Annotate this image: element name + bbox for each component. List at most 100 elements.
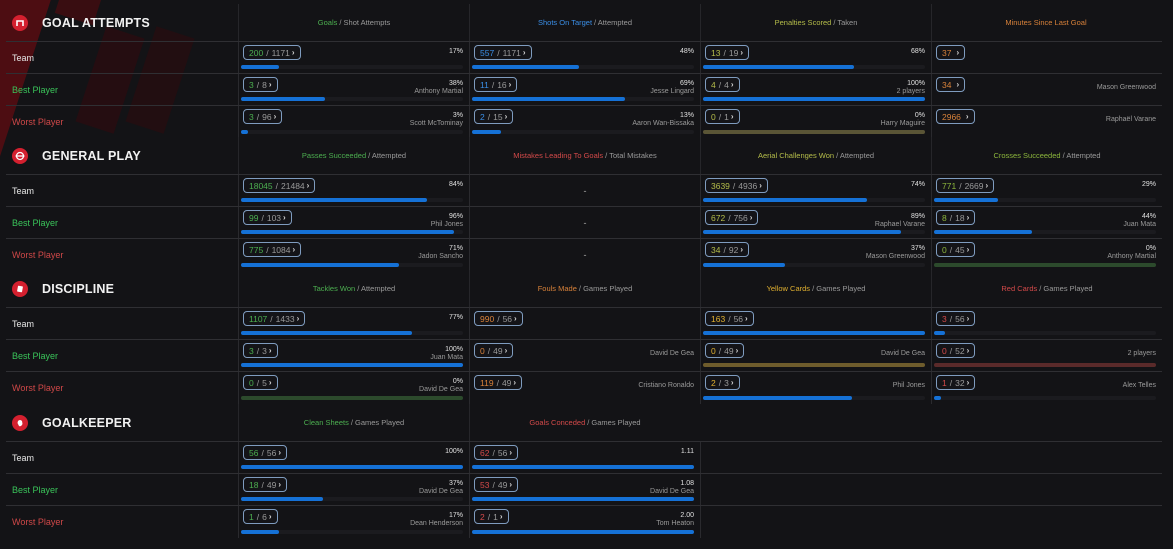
stat-percentage: 74% bbox=[910, 181, 925, 188]
stat-value-button[interactable]: 4/4 › bbox=[705, 77, 740, 92]
stat-value-button[interactable]: 3/56 › bbox=[936, 311, 976, 326]
stat-percentage: 68% bbox=[910, 48, 925, 55]
progress-fill bbox=[472, 97, 626, 101]
chevron-right-icon: › bbox=[509, 448, 512, 457]
progress-fill bbox=[934, 198, 999, 202]
stat-numerator: 3 bbox=[249, 111, 254, 122]
stat-value-button[interactable]: 56/56 › bbox=[243, 445, 287, 460]
stat-value-button[interactable]: 119/49 › bbox=[474, 375, 523, 390]
stat-value-button[interactable]: 1/32 › bbox=[936, 375, 976, 390]
stat-row-best: Best Player 3/8 › 38% Anthony Martial 11/16 › 6… bbox=[6, 74, 1162, 106]
player-name: Aaron Wan-Bissaka bbox=[632, 120, 694, 127]
stat-value-button[interactable]: 557/1171 › bbox=[474, 45, 532, 60]
stat-value-button[interactable]: 34 › bbox=[936, 77, 966, 92]
stat-separator: / bbox=[261, 447, 264, 458]
player-name: Alex Telles bbox=[1122, 382, 1156, 389]
stat-value-button[interactable]: 3/96 › bbox=[243, 109, 283, 124]
stat-value-button[interactable]: 672/756 › bbox=[705, 210, 759, 225]
stat-value-button[interactable]: 163/56 › bbox=[705, 311, 754, 326]
progress-fill bbox=[241, 331, 412, 335]
stat-cell: 53/49 › 1.08 David De Gea bbox=[469, 474, 700, 505]
section-title: DISCIPLINE bbox=[6, 280, 238, 297]
column-header: Goals / Shot Attempts bbox=[238, 4, 469, 41]
stat-value-button[interactable]: 0/49 › bbox=[474, 343, 514, 358]
stat-denominator: 56 bbox=[266, 447, 277, 458]
stat-value-button[interactable]: 2/3 › bbox=[705, 375, 740, 390]
progress-bar bbox=[241, 363, 463, 367]
stat-percentage: 0% bbox=[914, 112, 925, 119]
stat-value-button[interactable]: 3/3 › bbox=[243, 343, 278, 358]
stat-value-button[interactable]: 0/45 › bbox=[936, 242, 976, 257]
progress-bar bbox=[703, 230, 925, 234]
stat-value-button[interactable]: 0/5 › bbox=[243, 375, 278, 390]
chevron-right-icon: › bbox=[268, 346, 272, 355]
chevron-right-icon: › bbox=[508, 80, 512, 89]
stat-value-button[interactable]: 18/49 › bbox=[243, 477, 287, 492]
stat-cell: 34 › Mason Greenwood bbox=[931, 74, 1162, 105]
progress-fill bbox=[703, 230, 901, 234]
progress-bar bbox=[703, 198, 925, 202]
stat-value-button[interactable]: 2/15 › bbox=[474, 109, 514, 124]
stat-cell: 672/756 › 89% Raphael Varane bbox=[700, 207, 931, 238]
progress-bar bbox=[241, 530, 463, 534]
stat-value-button[interactable]: 8/18 › bbox=[936, 210, 976, 225]
stat-value-button[interactable]: 3639/4936 › bbox=[705, 178, 768, 193]
stat-value-button[interactable]: 37 › bbox=[936, 45, 966, 60]
stat-numerator: 11 bbox=[480, 79, 489, 90]
stat-value-button[interactable]: 53/49 › bbox=[474, 477, 518, 492]
progress-fill bbox=[703, 263, 786, 267]
column-header-metric: Mistakes Leading To Goals bbox=[513, 151, 604, 160]
player-name: 2 players bbox=[896, 88, 925, 95]
column-header-metric: Goals Conceded bbox=[529, 418, 586, 427]
section-header: GOALKEEPER Clean Sheets / Games Played Goal… bbox=[6, 404, 1162, 442]
player-name: Phil Jones bbox=[430, 221, 463, 228]
chevron-right-icon: › bbox=[740, 48, 743, 57]
stat-separator: / bbox=[723, 244, 726, 255]
stat-separator: / bbox=[256, 345, 260, 356]
stat-row-team: Team 200/1171 › 17% 557/1171 › 48% 13/19 › 68% 37 › bbox=[6, 42, 1162, 74]
stat-value-button[interactable]: 0/52 › bbox=[936, 343, 976, 358]
progress-bar bbox=[241, 396, 463, 400]
stat-cell: 3/3 › 100% Juan Mata bbox=[238, 340, 469, 371]
stat-value-button[interactable]: 2/1 › bbox=[474, 509, 509, 524]
player-name: Phil Jones bbox=[892, 382, 925, 389]
column-header-denominator: / Attempted bbox=[594, 18, 632, 27]
stat-value-button[interactable]: 62/56 › bbox=[474, 445, 518, 460]
stat-numerator: 0 bbox=[711, 345, 716, 356]
stat-value-button[interactable]: 0/1 › bbox=[705, 109, 740, 124]
stat-value-button[interactable]: 99/103 › bbox=[243, 210, 292, 225]
column-header-metric: Passes Succeeded bbox=[301, 151, 367, 160]
stat-value-button[interactable]: 775/1084 › bbox=[243, 242, 302, 257]
stat-percentage: 96% bbox=[448, 213, 463, 220]
row-spacer bbox=[700, 474, 1162, 505]
chevron-right-icon: › bbox=[522, 48, 526, 57]
stat-value-button[interactable]: 3/8 › bbox=[243, 77, 278, 92]
stat-value-button[interactable]: 18045/21484 › bbox=[243, 178, 316, 193]
chevron-right-icon: › bbox=[273, 112, 277, 121]
stat-numerator: 0 bbox=[942, 244, 947, 255]
stat-cell: 0/49 › David De Gea bbox=[469, 340, 700, 371]
section-header: GOAL ATTEMPTS Goals / Shot Attempts Shots O… bbox=[6, 4, 1162, 42]
row-label: Team bbox=[12, 452, 35, 463]
stat-value-button[interactable]: 200/1171 › bbox=[243, 45, 301, 60]
stat-value-button[interactable]: 11/16 › bbox=[474, 77, 518, 92]
stat-value-button[interactable]: 1107/1433 › bbox=[243, 311, 306, 326]
progress-bar bbox=[703, 331, 925, 335]
stat-value-button[interactable]: 1/6 › bbox=[243, 509, 278, 524]
progress-bar bbox=[241, 465, 463, 469]
stat-percentage: 1.08 bbox=[680, 480, 694, 487]
stat-value-button[interactable]: 2966 › bbox=[936, 109, 975, 124]
progress-bar bbox=[472, 497, 694, 501]
stat-percentage: 69% bbox=[679, 80, 694, 87]
row-label: Worst Player bbox=[12, 250, 64, 260]
stat-value-button[interactable]: 990/56 › bbox=[474, 311, 523, 326]
chevron-right-icon: › bbox=[278, 448, 281, 457]
stat-denominator: 92 bbox=[728, 244, 739, 255]
progress-bar bbox=[703, 97, 925, 101]
stat-value-button[interactable]: 771/2669 › bbox=[936, 178, 995, 193]
stat-value-button[interactable]: 13/19 › bbox=[705, 45, 749, 60]
stat-value-button[interactable]: 34/92 › bbox=[705, 242, 749, 257]
stat-value-button[interactable]: 0/49 › bbox=[705, 343, 745, 358]
stat-denominator: 1171 bbox=[271, 47, 290, 58]
chevron-right-icon: › bbox=[730, 112, 734, 121]
